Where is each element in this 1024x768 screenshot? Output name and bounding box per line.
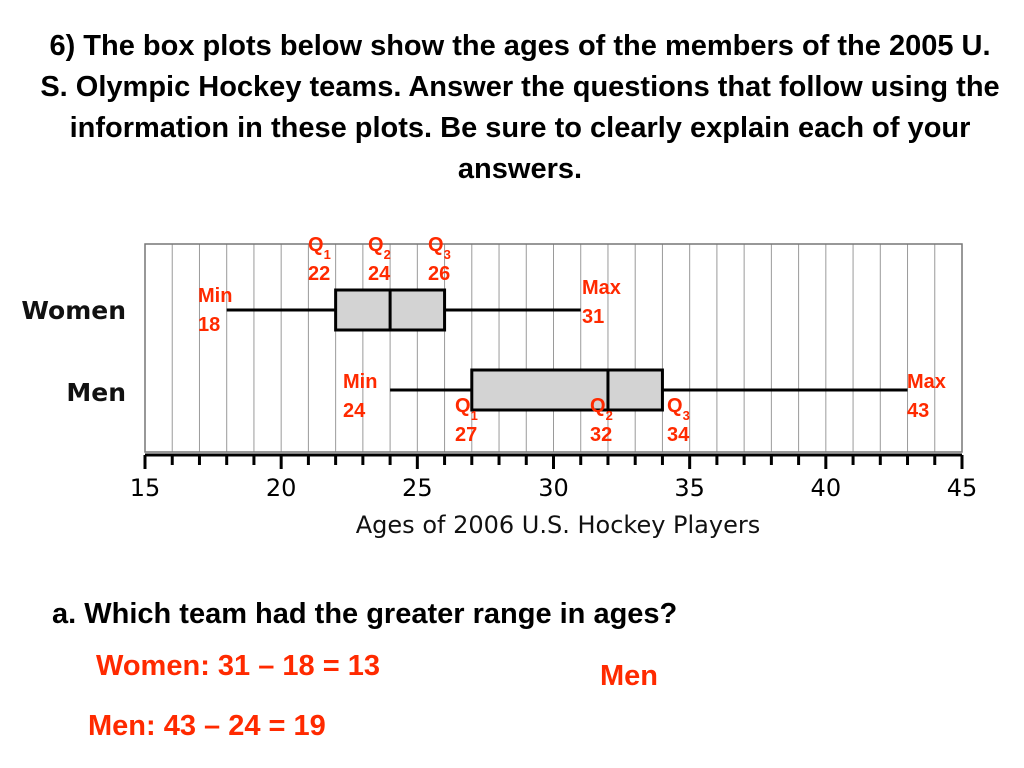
range-answer: Men [600, 660, 658, 692]
category-labels: Women Men [21, 296, 126, 407]
x-tick-label: 25 [402, 474, 433, 502]
x-axis: 15 20 25 30 35 40 45 [130, 453, 978, 502]
box-plot-chart: 15 20 25 30 35 40 45 Women Men Ages of 2006 U.… [21, 234, 978, 539]
men-box [470, 368, 664, 412]
plot-frame [144, 243, 963, 453]
women-q1-label: Q1 22 [308, 234, 331, 285]
men-min-label: Min 24 [343, 371, 377, 422]
part-a-question: a. Which team had the greater range in a… [52, 598, 678, 630]
women-q3-label: Q3 26 [428, 234, 451, 285]
x-tick-label: 30 [538, 474, 569, 502]
x-tick-label: 40 [811, 474, 842, 502]
category-label-men: Men [66, 378, 126, 407]
men-max-label: Max 43 [907, 371, 946, 422]
women-max-label: Max 31 [582, 277, 621, 328]
women-min-label: Min 18 [198, 285, 232, 336]
women-q2-label: Q2 24 [368, 234, 391, 285]
plot-border [144, 243, 963, 453]
x-tick-label: 20 [266, 474, 297, 502]
women-range-calculation: Women: 31 – 18 = 13 [96, 650, 380, 682]
gridlines [171, 244, 936, 452]
question-text: 6) The box plots below show the ages of … [40, 30, 1000, 185]
men-q3-label: Q3 34 [667, 395, 690, 446]
x-tick-label: 35 [674, 474, 705, 502]
men-range-calculation: Men: 43 – 24 = 19 [88, 710, 326, 742]
men-q2-label: Q2 32 [590, 395, 613, 446]
x-axis-label: Ages of 2006 U.S. Hockey Players [356, 511, 760, 539]
category-label-women: Women [21, 296, 126, 325]
x-tick-label: 15 [130, 474, 161, 502]
x-tick-label: 45 [947, 474, 978, 502]
boxes [226, 288, 908, 412]
